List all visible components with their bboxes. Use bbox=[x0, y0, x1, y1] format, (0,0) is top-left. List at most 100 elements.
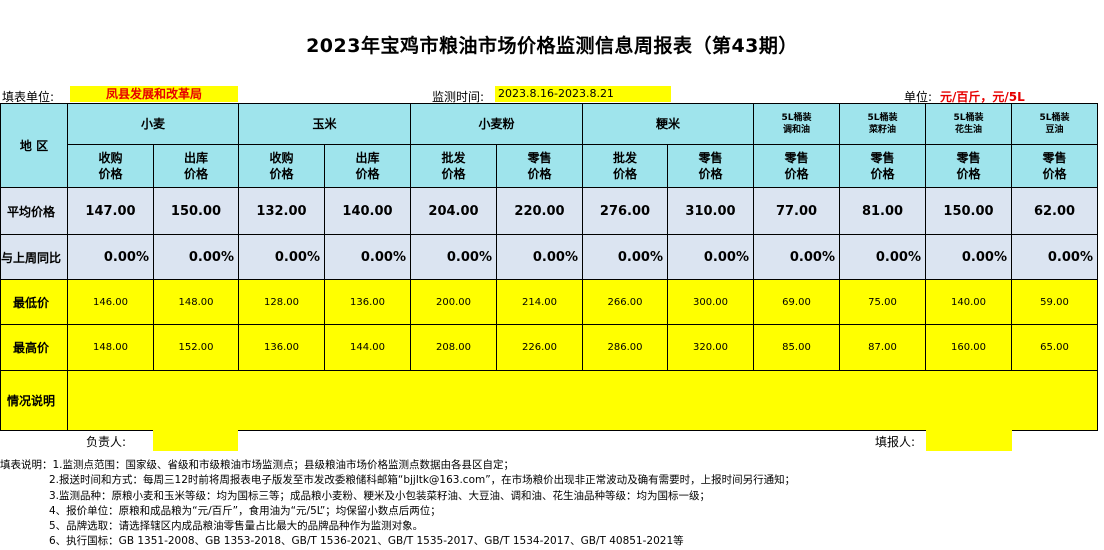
max-cell: 208.00 bbox=[410, 324, 497, 371]
manager-field[interactable] bbox=[153, 430, 238, 451]
manager-label: 负责人: bbox=[86, 435, 127, 449]
subheader-cell: 出库 价格 bbox=[153, 144, 239, 188]
unit-label: 填表单位: bbox=[2, 90, 55, 104]
avg-cell: 77.00 bbox=[753, 187, 840, 235]
situation-row: 情况说明 bbox=[0, 370, 1098, 431]
note-line: 5、品牌选取：请选择辖区内成品粮油零售量占比最大的品牌品种作为监测对象。 bbox=[49, 520, 424, 533]
wow-cell: 0.00% bbox=[1011, 234, 1098, 280]
wow-cell: 0.00% bbox=[67, 234, 154, 280]
max-price-row: 最高价 148.00 152.00 136.00 144.00 208.00 2… bbox=[0, 324, 1098, 371]
avg-cell: 220.00 bbox=[496, 187, 583, 235]
group-header-corn: 玉米 bbox=[238, 103, 411, 145]
group-header-wheat: 小麦 bbox=[67, 103, 239, 145]
note-line: 3.监测品种：原粮小麦和玉米等级：均为国标三等；成品粮小麦粉、粳米及小包装菜籽油… bbox=[49, 489, 711, 502]
max-cell: 87.00 bbox=[839, 324, 926, 371]
avg-cell: 276.00 bbox=[582, 187, 668, 235]
min-cell: 136.00 bbox=[324, 279, 411, 325]
avg-cell: 147.00 bbox=[67, 187, 154, 235]
avg-cell: 204.00 bbox=[410, 187, 497, 235]
min-cell: 140.00 bbox=[925, 279, 1012, 325]
avg-cell: 81.00 bbox=[839, 187, 926, 235]
avg-cell: 310.00 bbox=[667, 187, 754, 235]
filler-field[interactable] bbox=[926, 430, 1012, 451]
min-cell: 214.00 bbox=[496, 279, 583, 325]
avg-cell: 132.00 bbox=[238, 187, 325, 235]
row-label: 与上周同比 bbox=[0, 234, 68, 280]
wow-cell: 0.00% bbox=[324, 234, 411, 280]
report-title: 2023年宝鸡市粮油市场价格监测信息周报表（第43期） bbox=[306, 35, 798, 57]
subheader-cell: 零售 价格 bbox=[1011, 144, 1098, 188]
wow-cell: 0.00% bbox=[153, 234, 239, 280]
row-label: 最高价 bbox=[0, 324, 68, 371]
wow-cell: 0.00% bbox=[667, 234, 754, 280]
subheader-cell: 零售 价格 bbox=[925, 144, 1012, 188]
min-cell: 300.00 bbox=[667, 279, 754, 325]
group-header-rice: 粳米 bbox=[582, 103, 754, 145]
avg-cell: 150.00 bbox=[925, 187, 1012, 235]
filler-label: 填报人: bbox=[875, 435, 916, 449]
wow-cell: 0.00% bbox=[410, 234, 497, 280]
subheader-cell: 收购 价格 bbox=[238, 144, 325, 188]
min-cell: 75.00 bbox=[839, 279, 926, 325]
row-label: 最低价 bbox=[0, 279, 68, 325]
max-cell: 226.00 bbox=[496, 324, 583, 371]
subheader-cell: 零售 价格 bbox=[496, 144, 583, 188]
subheader-cell: 批发 价格 bbox=[582, 144, 668, 188]
oil-header-rapeseed: 5L桶装 菜籽油 bbox=[839, 103, 926, 145]
avg-cell: 62.00 bbox=[1011, 187, 1098, 235]
avg-cell: 140.00 bbox=[324, 187, 411, 235]
group-header-flour: 小麦粉 bbox=[410, 103, 583, 145]
wow-cell: 0.00% bbox=[839, 234, 926, 280]
wow-cell: 0.00% bbox=[753, 234, 840, 280]
subheader-cell: 出库 价格 bbox=[324, 144, 411, 188]
price-unit-value: 元/百斤，元/5L bbox=[940, 90, 1025, 104]
subheader-cell: 零售 价格 bbox=[753, 144, 840, 188]
row-label: 平均价格 bbox=[0, 187, 68, 235]
min-cell: 128.00 bbox=[238, 279, 325, 325]
row-label: 情况说明 bbox=[0, 370, 68, 431]
note-line: 2.报送时间和方式：每周三12时前将周报表电子版发至市发改委粮储科邮箱“bjjl… bbox=[49, 474, 796, 487]
wow-cell: 0.00% bbox=[925, 234, 1012, 280]
min-cell: 59.00 bbox=[1011, 279, 1098, 325]
max-cell: 286.00 bbox=[582, 324, 668, 371]
note-line: 填表说明：1.监测点范围：国家级、省级和市级粮油市场监测点；县级粮油市场价格监测… bbox=[0, 458, 795, 473]
subheader-cell: 零售 价格 bbox=[839, 144, 926, 188]
min-price-row: 最低价 146.00 148.00 128.00 136.00 200.00 2… bbox=[0, 279, 1098, 325]
max-cell: 85.00 bbox=[753, 324, 840, 371]
max-cell: 136.00 bbox=[238, 324, 325, 371]
max-cell: 320.00 bbox=[667, 324, 754, 371]
notes-block: 填表说明：1.监测点范围：国家级、省级和市级粮油市场监测点；县级粮油市场价格监测… bbox=[0, 458, 795, 550]
max-cell: 152.00 bbox=[153, 324, 239, 371]
subheader-cell: 批发 价格 bbox=[410, 144, 497, 188]
time-label: 监测时间: bbox=[432, 90, 485, 104]
min-cell: 148.00 bbox=[153, 279, 239, 325]
unit-value: 凤县发展和改革局 bbox=[70, 86, 238, 102]
wow-cell: 0.00% bbox=[238, 234, 325, 280]
oil-header-peanut: 5L桶装 花生油 bbox=[925, 103, 1012, 145]
price-table: 地 区 小麦 玉米 小麦粉 粳米 5L桶装 调和油 5L桶装 菜籽油 5L桶装 花生油… bbox=[0, 103, 1098, 431]
min-cell: 200.00 bbox=[410, 279, 497, 325]
note-item: 1.监测点范围：国家级、省级和市级粮油市场监测点；县级粮油市场价格监测点数据由各… bbox=[52, 459, 515, 471]
avg-price-row: 平均价格 147.00 150.00 132.00 140.00 204.00 … bbox=[0, 187, 1098, 235]
wow-cell: 0.00% bbox=[496, 234, 583, 280]
max-cell: 144.00 bbox=[324, 324, 411, 371]
max-cell: 160.00 bbox=[925, 324, 1012, 371]
oil-header-soybean: 5L桶装 豆油 bbox=[1011, 103, 1098, 145]
time-value: 2023.8.16-2023.8.21 bbox=[495, 86, 671, 102]
note-line: 6、执行国标：GB 1351-2008、GB 1353-2018、GB/T 15… bbox=[49, 535, 684, 548]
wow-cell: 0.00% bbox=[582, 234, 668, 280]
max-cell: 148.00 bbox=[67, 324, 154, 371]
notes-lead: 填表说明： bbox=[0, 459, 53, 471]
min-cell: 146.00 bbox=[67, 279, 154, 325]
oil-header-blend: 5L桶装 调和油 bbox=[753, 103, 840, 145]
price-unit-label: 单位: bbox=[904, 90, 933, 104]
subheader-cell: 收购 价格 bbox=[67, 144, 154, 188]
avg-cell: 150.00 bbox=[153, 187, 239, 235]
situation-cell[interactable] bbox=[67, 370, 1098, 431]
subheader-cell: 零售 价格 bbox=[667, 144, 754, 188]
max-cell: 65.00 bbox=[1011, 324, 1098, 371]
wow-row: 与上周同比 0.00% 0.00% 0.00% 0.00% 0.00% 0.00… bbox=[0, 234, 1098, 280]
min-cell: 266.00 bbox=[582, 279, 668, 325]
region-header: 地 区 bbox=[0, 103, 68, 188]
note-line: 4、报价单位：原粮和成品粮为“元/百斤”，食用油为“元/5L”；均保留小数点后两… bbox=[49, 504, 441, 517]
